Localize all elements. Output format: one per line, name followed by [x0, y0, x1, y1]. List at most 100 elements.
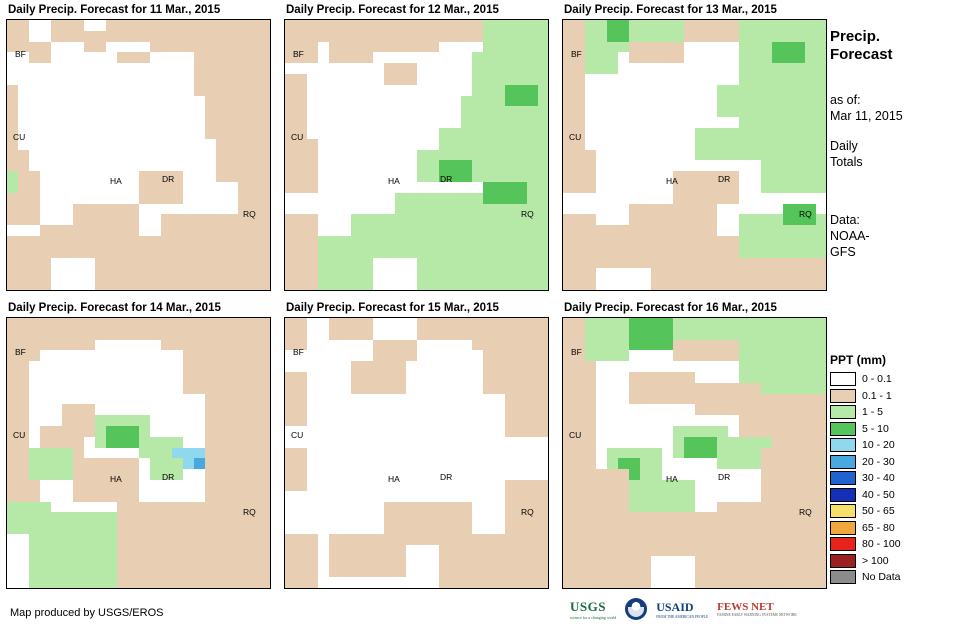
legend-swatch [830, 570, 856, 585]
map-label-dr: DR [718, 174, 731, 184]
forecast-panel-3: Daily Precip. Forecast for 13 Mar., 2015… [562, 4, 830, 291]
precip-cell [563, 74, 585, 150]
precip-cell [585, 52, 618, 74]
precip-cell [285, 447, 307, 491]
precip-cell [505, 84, 538, 107]
precip-cell [95, 318, 161, 340]
precip-cell [117, 501, 205, 545]
panel-title: Daily Precip. Forecast for 15 Mar., 2015 [286, 302, 499, 314]
precip-cell [563, 149, 596, 193]
legend-label: 40 - 50 [862, 488, 895, 501]
legend-item: No Data [830, 569, 970, 586]
forecast-panel-2: Daily Precip. Forecast for 12 Mar., 2015… [284, 4, 552, 291]
legend-item: 40 - 50 [830, 487, 970, 504]
precip-cell [18, 171, 40, 193]
legend-item: 0.1 - 1 [830, 388, 970, 405]
period-line2: Totals [830, 155, 863, 169]
map-credit: Map produced by USGS/EROS [10, 607, 164, 619]
precip-cell [84, 30, 106, 53]
map-label-bf: BF [293, 347, 304, 357]
legend-swatch [830, 537, 856, 552]
map-label-dr: DR [162, 472, 175, 482]
legend-item: 5 - 10 [830, 421, 970, 438]
map-label-bf: BF [15, 49, 26, 59]
info-title-line1: Precip. [830, 28, 881, 45]
legend-item: 30 - 40 [830, 470, 970, 487]
precip-cell [139, 171, 183, 204]
logo-strip: USGS science for a changing world USAID FR… [570, 598, 797, 620]
precip-cell [205, 95, 270, 139]
panel-title: Daily Precip. Forecast for 14 Mar., 2015 [8, 302, 221, 314]
asof-value: Mar 11, 2015 [830, 109, 903, 123]
map-label-rq: RQ [799, 507, 812, 517]
precip-map: BF CU HA DR RQ [6, 317, 271, 589]
legend-item: 1 - 5 [830, 404, 970, 421]
precip-cell [384, 63, 417, 85]
legend-label: No Data [862, 571, 901, 584]
usaid-logo-text: USAID [656, 599, 694, 614]
usaid-logo: USAID FROM THE AMERICAN PEOPLE [656, 598, 708, 620]
legend-item: 10 - 20 [830, 437, 970, 454]
precip-map: BF CU HA DR RQ [562, 19, 827, 291]
map-label-cu: CU [13, 132, 26, 142]
info-panel: Precip. Forecast as of: Mar 11, 2015 Dai… [830, 28, 966, 260]
map-label-dr: DR [162, 174, 175, 184]
map-label-rq: RQ [243, 209, 256, 219]
legend-label: 5 - 10 [862, 422, 889, 435]
precip-cell [183, 350, 270, 394]
precip-cell [51, 20, 84, 42]
panel-title: Daily Precip. Forecast for 11 Mar., 2015 [8, 4, 221, 16]
precip-cell [194, 512, 270, 545]
legend-label: 1 - 5 [862, 406, 884, 419]
precip-cell [607, 20, 629, 42]
map-label-cu: CU [569, 430, 582, 440]
precip-cell [483, 20, 548, 53]
precip-cell [106, 20, 150, 42]
precip-cell [194, 20, 270, 64]
legend-label: 0 - 0.1 [862, 373, 892, 386]
precip-cell [695, 128, 761, 161]
precip-cell [7, 171, 18, 193]
precip-cell [205, 447, 270, 513]
legend-title: PPT (mm) [830, 353, 887, 367]
data-source-line1: NOAA- [830, 229, 870, 243]
legend-swatch [830, 372, 856, 387]
precip-cell [7, 149, 29, 172]
legend-swatch [830, 405, 856, 420]
precip-cell [439, 534, 548, 588]
map-label-dr: DR [440, 472, 453, 482]
legend-swatch [830, 504, 856, 519]
precip-cell [783, 203, 816, 226]
precip-cell [216, 138, 270, 182]
legend-label: 10 - 20 [862, 439, 895, 452]
data-source-line2: GFS [830, 245, 856, 259]
map-label-ha: HA [666, 176, 678, 186]
precip-map: BF CU HA DR RQ [284, 317, 549, 589]
precip-cell [629, 372, 695, 405]
forecast-panel-6: Daily Precip. Forecast for 16 Mar., 2015… [562, 302, 830, 589]
precip-cell [739, 257, 826, 290]
precip-cell [772, 41, 805, 64]
precip-cell [106, 426, 139, 448]
precip-cell [95, 236, 172, 290]
usaid-logo-sub: FROM THE AMERICAN PEOPLE [656, 614, 709, 619]
map-label-rq: RQ [799, 209, 812, 219]
legend-label: 80 - 100 [862, 538, 901, 551]
precip-cell [329, 318, 373, 340]
precip-map: BF CU HA DR RQ [562, 317, 827, 589]
precip-cell [194, 63, 270, 96]
precip-map: BF CU HA DR RQ [6, 19, 271, 291]
precip-cell [29, 534, 117, 588]
precip-cell [673, 339, 739, 362]
map-label-bf: BF [571, 49, 582, 59]
precip-cell [684, 20, 739, 42]
precip-cell [761, 149, 826, 193]
legend-item: 20 - 30 [830, 454, 970, 471]
precip-cell [285, 214, 318, 290]
precip-cell [329, 534, 406, 578]
precip-cell [7, 192, 40, 226]
fewsnet-logo: FEWS NET FAMINE EARLY WARNING SYSTEMS NET… [717, 598, 797, 620]
usgs-logo-text: USGS [570, 598, 606, 614]
map-label-dr: DR [440, 174, 453, 184]
map-label-ha: HA [388, 176, 400, 186]
